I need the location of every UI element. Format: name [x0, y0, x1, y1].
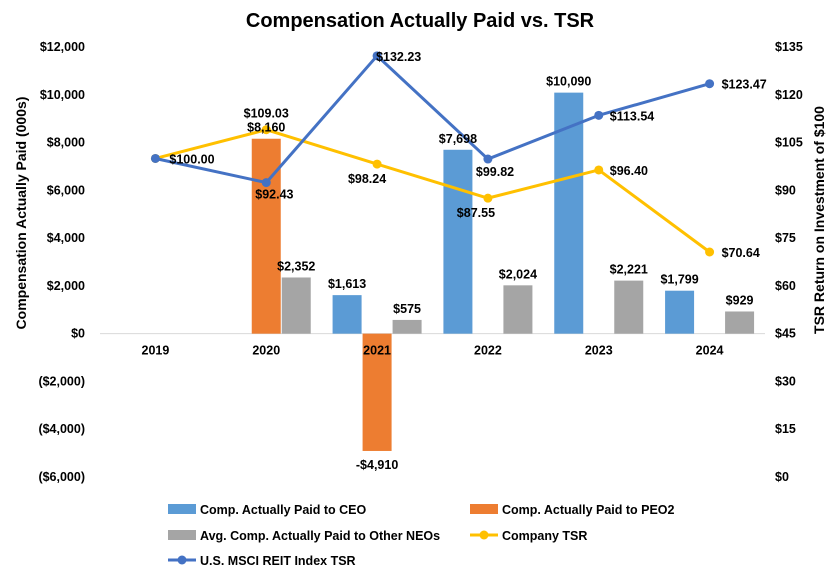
line-point [150, 153, 160, 163]
y2-tick-label: $105 [775, 136, 803, 150]
y2-tick-label: $90 [775, 183, 796, 197]
legend-label: U.S. MSCI REIT Index TSR [200, 554, 356, 568]
y2-tick-label: $135 [775, 40, 803, 54]
y2-tick-label: $120 [775, 88, 803, 102]
y-tick-label: $10,000 [40, 88, 85, 102]
line-point [594, 110, 604, 120]
line-point [372, 159, 382, 169]
bar-data-label: $1,799 [660, 273, 698, 287]
line-data-label: $96.40 [610, 164, 648, 178]
legend-marker [479, 530, 489, 540]
bar [725, 311, 755, 334]
line-data-label: $113.54 [610, 109, 655, 123]
y2-tick-label: $45 [775, 327, 796, 341]
bar-data-label: $10,090 [546, 75, 591, 89]
y2-tick-label: $75 [775, 231, 796, 245]
line-point [372, 51, 382, 61]
x-tick-label: 2024 [696, 344, 724, 358]
x-tick-label: 2021 [363, 344, 391, 358]
line-data-label: $99.82 [476, 165, 514, 179]
bar [392, 319, 422, 334]
bar-data-label: $2,352 [277, 259, 315, 273]
line-data-label: $109.03 [244, 107, 289, 121]
bar [554, 92, 584, 334]
line-point [705, 79, 715, 89]
y-axis-title: Compensation Actually Paid (000s) [13, 97, 29, 330]
legend-label: Company TSR [502, 529, 587, 543]
y-tick-label: $4,000 [47, 231, 85, 245]
line-series [155, 54, 710, 185]
y-tick-label: $6,000 [47, 183, 85, 197]
bar-data-label: $2,024 [499, 267, 537, 281]
bar [614, 280, 644, 334]
bar [503, 285, 533, 334]
line-point [483, 154, 493, 164]
line-point [261, 125, 271, 135]
line-data-label: $92.43 [255, 188, 293, 202]
line-data-label: $70.64 [722, 246, 760, 260]
bar [362, 333, 392, 451]
line-point [705, 247, 715, 257]
bar-data-label: $7,698 [439, 132, 477, 146]
x-tick-label: 2019 [142, 344, 170, 358]
y2-tick-label: $60 [775, 279, 796, 293]
bar-data-label: -$4,910 [356, 458, 398, 472]
line-point [594, 165, 604, 175]
line-data-label: $98.24 [348, 172, 386, 186]
x-tick-label: 2023 [585, 344, 613, 358]
y-tick-label: $0 [71, 327, 85, 341]
line-data-label: $123.47 [722, 78, 767, 92]
bar [443, 149, 473, 334]
legend-marker [177, 555, 187, 565]
x-tick-label: 2022 [474, 344, 502, 358]
bar-data-label: $2,221 [610, 263, 648, 277]
legend-swatch [168, 530, 196, 540]
y2-axis-title: TSR Return on Investment of $100 [811, 106, 827, 334]
y2-tick-label: $15 [775, 422, 796, 436]
y-tick-label: ($4,000) [38, 422, 85, 436]
y-tick-label: $8,000 [47, 136, 85, 150]
x-tick-label: 2020 [252, 344, 280, 358]
legend-label: Comp. Actually Paid to CEO [200, 503, 367, 517]
legend-label: Avg. Comp. Actually Paid to Other NEOs [200, 529, 440, 543]
y-tick-label: ($6,000) [38, 470, 85, 484]
y2-tick-label: $0 [775, 470, 789, 484]
legend-swatch [168, 504, 196, 514]
line-series [155, 128, 711, 254]
chart-title: Compensation Actually Paid vs. TSR [246, 10, 595, 32]
y-tick-label: ($2,000) [38, 374, 85, 388]
line-point [261, 178, 271, 188]
legend-label: Comp. Actually Paid to PEO2 [502, 503, 675, 517]
bar-data-label: $929 [726, 293, 754, 307]
bar [665, 290, 695, 334]
line-data-label: $100.00 [169, 152, 214, 166]
bar-data-label: $1,613 [328, 277, 366, 291]
y-tick-label: $2,000 [47, 279, 85, 293]
bar [251, 138, 281, 334]
bar-data-label: $575 [393, 302, 421, 316]
legend-swatch [470, 504, 498, 514]
y2-tick-label: $30 [775, 374, 796, 388]
bar-data-label: $8,160 [247, 121, 285, 135]
line-data-label: $132.23 [376, 50, 421, 64]
line-data-label: $87.55 [457, 206, 495, 220]
y-tick-label: $12,000 [40, 40, 85, 54]
bar [281, 277, 311, 334]
bar [332, 295, 362, 334]
line-point [483, 193, 493, 203]
